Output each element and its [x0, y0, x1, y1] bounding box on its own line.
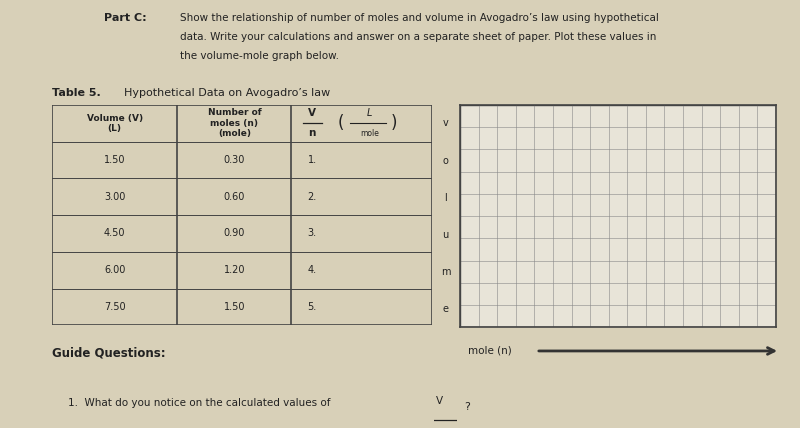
Text: mole: mole: [360, 129, 378, 138]
Text: ): ): [390, 114, 398, 132]
Text: 3.: 3.: [308, 229, 317, 238]
Text: Hypothetical Data on Avogadro’s law: Hypothetical Data on Avogadro’s law: [124, 88, 330, 98]
Text: m: m: [441, 267, 450, 277]
Text: 1.: 1.: [308, 155, 317, 165]
Text: Table 5.: Table 5.: [52, 88, 101, 98]
Text: 0.90: 0.90: [224, 229, 245, 238]
Text: Number of
moles (n)
(mole): Number of moles (n) (mole): [207, 108, 262, 138]
Text: V: V: [436, 396, 443, 406]
Text: 5.: 5.: [308, 302, 317, 312]
Text: the volume-mole graph below.: the volume-mole graph below.: [180, 51, 339, 60]
Text: l: l: [444, 193, 447, 202]
Text: 1.  What do you notice on the calculated values of: 1. What do you notice on the calculated …: [68, 398, 330, 408]
Text: 4.: 4.: [308, 265, 317, 275]
Text: 1.50: 1.50: [224, 302, 245, 312]
Text: 1.50: 1.50: [104, 155, 126, 165]
Text: o: o: [442, 155, 449, 166]
Text: 4.50: 4.50: [104, 229, 126, 238]
Text: v: v: [442, 119, 449, 128]
Text: Volume (V)
(L): Volume (V) (L): [86, 113, 142, 133]
Text: 3.00: 3.00: [104, 192, 126, 202]
Text: n: n: [309, 128, 316, 138]
Text: Show the relationship of number of moles and volume in Avogadro’s law using hypo: Show the relationship of number of moles…: [180, 13, 659, 23]
Text: 2.: 2.: [308, 192, 317, 202]
Text: ?: ?: [464, 402, 470, 412]
Text: Guide Questions:: Guide Questions:: [52, 347, 166, 360]
Text: 0.60: 0.60: [224, 192, 245, 202]
Text: u: u: [442, 230, 449, 240]
Text: (: (: [338, 114, 344, 132]
Text: V: V: [308, 108, 316, 118]
Text: 6.00: 6.00: [104, 265, 126, 275]
Text: L: L: [366, 108, 372, 118]
Text: mole (n): mole (n): [468, 346, 512, 356]
Text: e: e: [442, 304, 449, 314]
Text: 1.20: 1.20: [224, 265, 245, 275]
Text: 7.50: 7.50: [104, 302, 126, 312]
Text: Part C:: Part C:: [104, 13, 146, 23]
Text: data. Write your calculations and answer on a separate sheet of paper. Plot thes: data. Write your calculations and answer…: [180, 32, 656, 42]
Text: 0.30: 0.30: [224, 155, 245, 165]
